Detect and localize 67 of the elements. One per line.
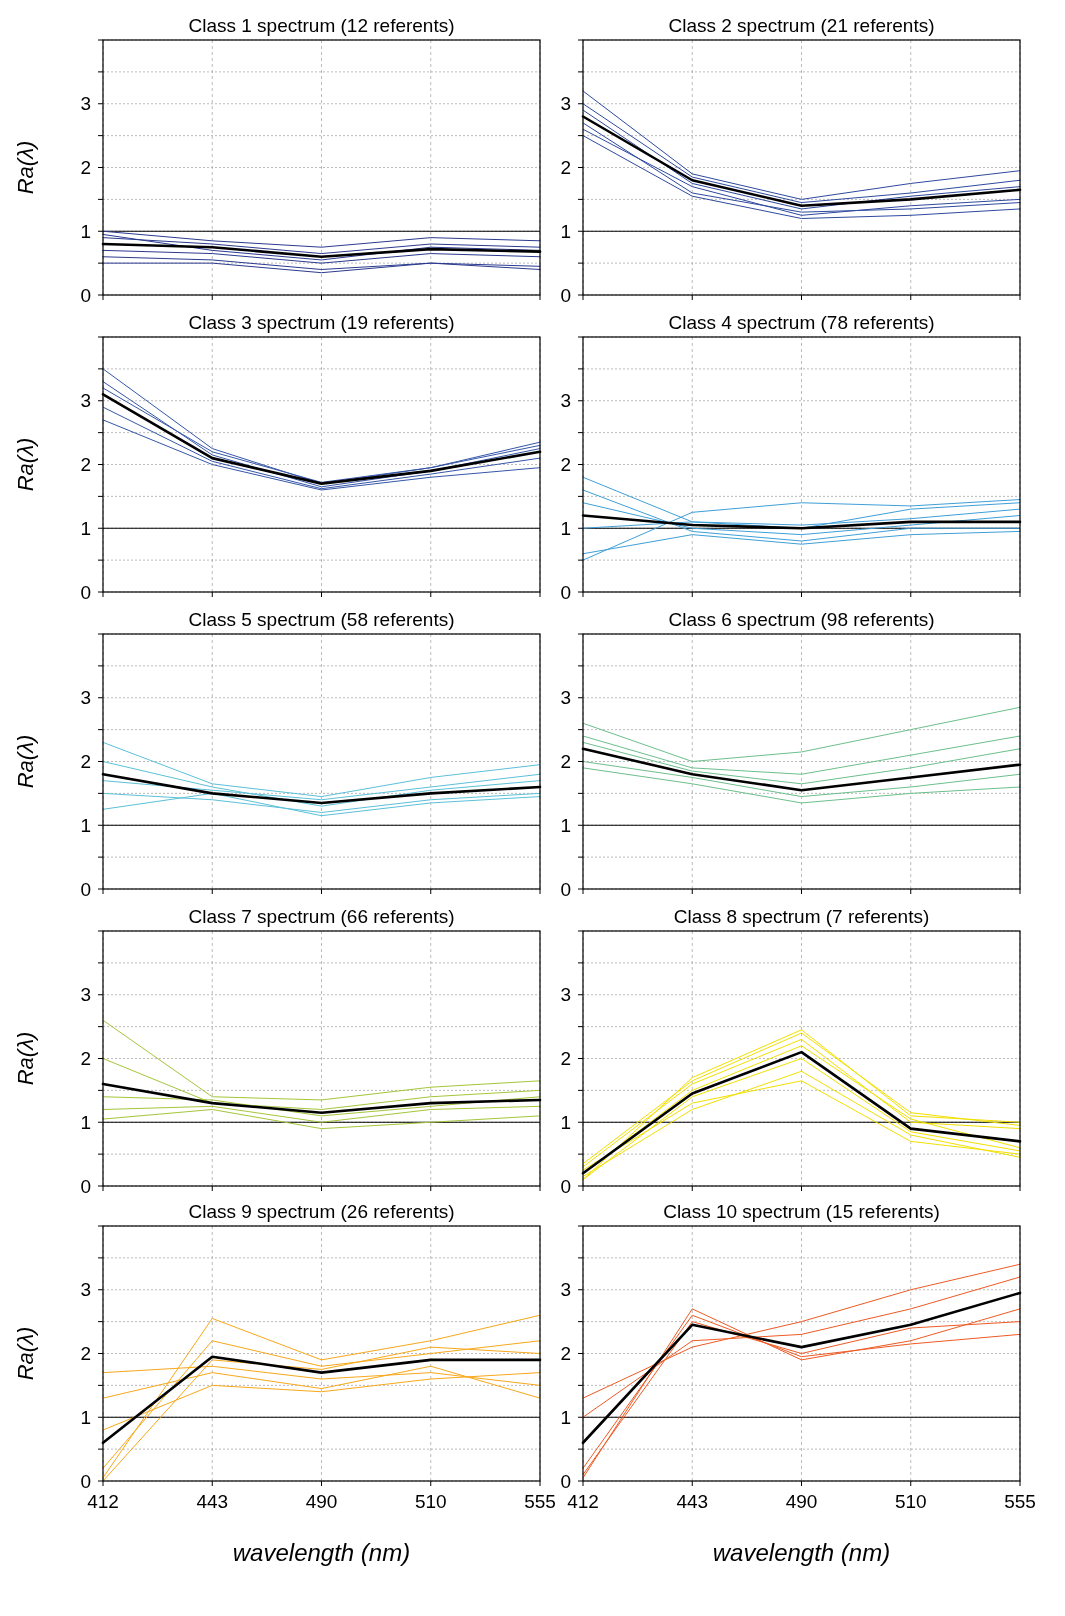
chart-title: Class 5 spectrum (58 referents) — [188, 609, 455, 630]
chart-title: Class 4 spectrum (78 referents) — [668, 312, 935, 333]
y-tick-label: 1 — [80, 1406, 91, 1428]
chart-title: Class 7 spectrum (66 referents) — [188, 906, 455, 927]
y-axis-title: Ra(λ) — [13, 734, 38, 789]
y-tick-label: 0 — [560, 284, 571, 306]
x-tick-label: 510 — [894, 1491, 927, 1512]
y-tick-label: 3 — [560, 1279, 571, 1301]
y-tick-label: 0 — [560, 878, 571, 900]
y-tick-label: 3 — [80, 93, 91, 115]
x-tick-label: 412 — [87, 1491, 119, 1512]
y-axis-title: Ra(λ) — [13, 1031, 38, 1086]
y-tick-label: 0 — [80, 1470, 91, 1492]
chart-title: Class 9 spectrum (26 referents) — [188, 1201, 455, 1222]
y-tick-label: 3 — [80, 1279, 91, 1301]
y-tick-label: 1 — [560, 1406, 571, 1428]
y-tick-label: 1 — [560, 517, 571, 539]
y-tick-label: 3 — [560, 93, 571, 115]
y-tick-label: 3 — [80, 687, 91, 709]
y-tick-label: 0 — [80, 284, 91, 306]
y-axis-title: Ra(λ) — [13, 1326, 38, 1381]
chart-title: Class 2 spectrum (21 referents) — [668, 15, 935, 36]
y-axis-title: Ra(λ) — [13, 437, 38, 492]
y-tick-label: 1 — [560, 220, 571, 242]
y-tick-label: 0 — [80, 878, 91, 900]
y-tick-label: 3 — [560, 390, 571, 412]
y-tick-label: 0 — [560, 581, 571, 603]
y-tick-label: 3 — [80, 984, 91, 1006]
y-tick-label: 2 — [80, 1048, 91, 1070]
x-tick-label: 490 — [305, 1491, 338, 1512]
y-tick-label: 2 — [80, 157, 91, 179]
x-tick-label: 555 — [524, 1491, 556, 1512]
y-tick-label: 2 — [560, 751, 571, 773]
chart-title: Class 3 spectrum (19 referents) — [188, 312, 455, 333]
x-tick-label: 443 — [676, 1491, 709, 1512]
y-tick-label: 1 — [80, 220, 91, 242]
y-tick-label: 2 — [560, 157, 571, 179]
x-tick-label: 443 — [196, 1491, 229, 1512]
y-tick-label: 2 — [80, 751, 91, 773]
chart-title: Class 6 spectrum (98 referents) — [668, 609, 935, 630]
x-tick-label: 412 — [567, 1491, 599, 1512]
y-tick-label: 1 — [560, 1111, 571, 1133]
x-axis-title: wavelength (nm) — [232, 1539, 411, 1566]
y-tick-label: 2 — [80, 1343, 91, 1365]
y-tick-label: 3 — [560, 687, 571, 709]
x-tick-label: 555 — [1004, 1491, 1036, 1512]
x-tick-label: 490 — [785, 1491, 818, 1512]
y-tick-label: 1 — [80, 814, 91, 836]
y-tick-label: 0 — [80, 581, 91, 603]
y-tick-label: 2 — [560, 1048, 571, 1070]
y-tick-label: 1 — [560, 814, 571, 836]
chart-title: Class 8 spectrum (7 referents) — [673, 906, 930, 927]
y-axis-title: Ra(λ) — [13, 140, 38, 195]
y-tick-label: 0 — [560, 1470, 571, 1492]
y-tick-label: 2 — [560, 1343, 571, 1365]
chart-title: Class 10 spectrum (15 referents) — [663, 1201, 940, 1222]
y-tick-label: 3 — [560, 984, 571, 1006]
x-tick-label: 510 — [414, 1491, 447, 1512]
y-tick-label: 0 — [560, 1175, 571, 1197]
y-tick-label: 0 — [80, 1175, 91, 1197]
y-tick-label: 2 — [80, 454, 91, 476]
x-axis-title: wavelength (nm) — [712, 1539, 891, 1566]
y-tick-label: 3 — [80, 390, 91, 412]
y-tick-label: 1 — [80, 1111, 91, 1133]
chart-title: Class 1 spectrum (12 referents) — [188, 15, 455, 36]
y-tick-label: 2 — [560, 454, 571, 476]
y-tick-label: 1 — [80, 517, 91, 539]
